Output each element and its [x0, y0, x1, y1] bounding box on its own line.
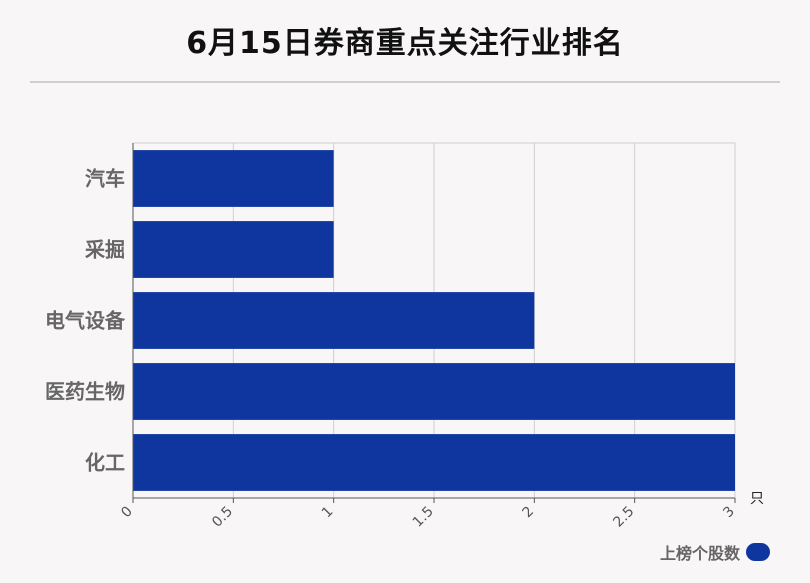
bar: [133, 221, 334, 278]
x-tick-label: 0: [118, 504, 136, 522]
x-unit-label: 只: [750, 491, 764, 507]
bar: [133, 292, 535, 349]
x-tick-label: 1: [319, 504, 337, 522]
axes: 只: [132, 143, 764, 507]
x-tick-label: 1.5: [410, 504, 437, 531]
y-tick-label: 电气设备: [45, 309, 126, 333]
bar: [133, 150, 334, 207]
y-tick-label: 汽车: [85, 167, 125, 191]
x-tick-label: 0.5: [209, 504, 236, 531]
y-tick-label: 化工: [85, 451, 125, 475]
y-tick-label: 采掘: [85, 238, 125, 262]
bar: [133, 434, 735, 491]
bars: [133, 150, 735, 491]
legend: 上榜个股数: [660, 540, 770, 564]
title-divider: [30, 81, 780, 83]
x-tick-labels: 0 0.5 1 1.5 2 2.5 3: [118, 504, 738, 531]
bar: [133, 363, 735, 420]
legend-label: 上榜个股数: [659, 544, 740, 563]
x-tick-label: 3: [720, 504, 738, 522]
y-tick-label: 医药生物: [45, 380, 125, 404]
x-tick-label: 2.5: [610, 504, 637, 531]
x-tick-label: 2: [520, 504, 538, 522]
legend-swatch: [746, 543, 770, 561]
chart-title: 6月15日券商重点关注行业排名: [186, 26, 624, 61]
